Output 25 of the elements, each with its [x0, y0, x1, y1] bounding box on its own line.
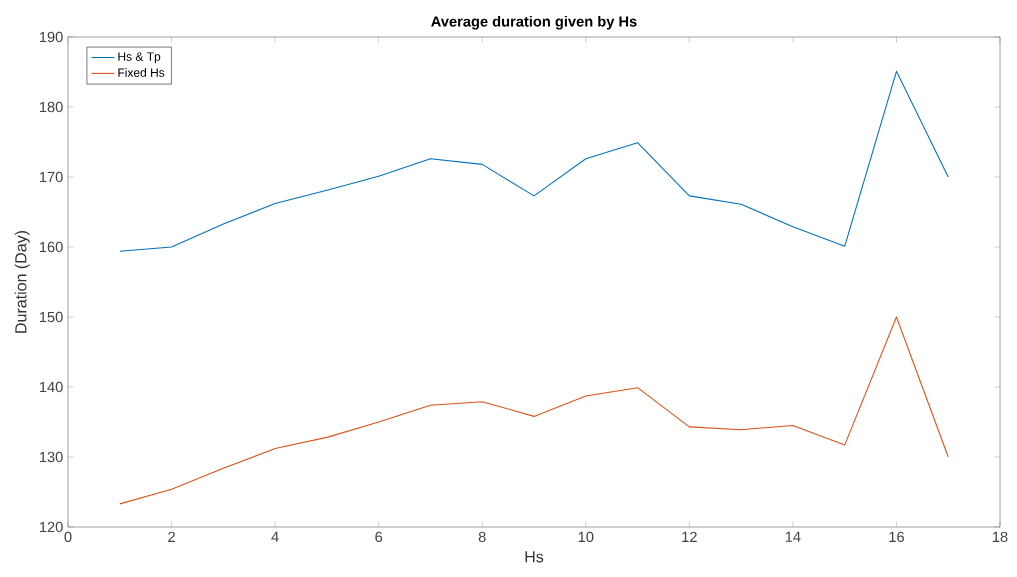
- legend-label: Fixed Hs: [118, 68, 165, 77]
- y-tick-label: 150: [39, 311, 63, 323]
- x-tick-label: 10: [578, 531, 594, 543]
- y-tick-label: 160: [39, 241, 63, 253]
- line-series: [119, 70, 949, 252]
- line-series: [119, 316, 949, 505]
- y-tick-label: 190: [39, 31, 63, 43]
- y-tick-label: 120: [39, 521, 63, 533]
- x-tick-label: 12: [682, 531, 697, 542]
- x-tick-label: 18: [992, 531, 1008, 543]
- y-axis-title: Duration (Day): [14, 231, 30, 333]
- y-tick-label: 170: [39, 171, 63, 183]
- chart-title: Average duration given by Hs: [431, 15, 637, 30]
- x-tick-label: 8: [478, 531, 486, 543]
- y-tick-label: 130: [39, 451, 63, 463]
- y-tick-label: 140: [39, 381, 63, 393]
- legend-label: Hs & Tp: [118, 52, 161, 64]
- x-axis-title: Hs: [525, 551, 544, 563]
- x-tick-label: 14: [785, 531, 801, 542]
- y-tick-label: 180: [39, 101, 63, 113]
- x-tick-label: 2: [168, 531, 175, 542]
- x-tick-label: 4: [271, 531, 279, 542]
- x-tick-label: 16: [889, 531, 904, 543]
- x-tick-label: 0: [64, 531, 72, 543]
- x-tick-label: 6: [375, 531, 383, 543]
